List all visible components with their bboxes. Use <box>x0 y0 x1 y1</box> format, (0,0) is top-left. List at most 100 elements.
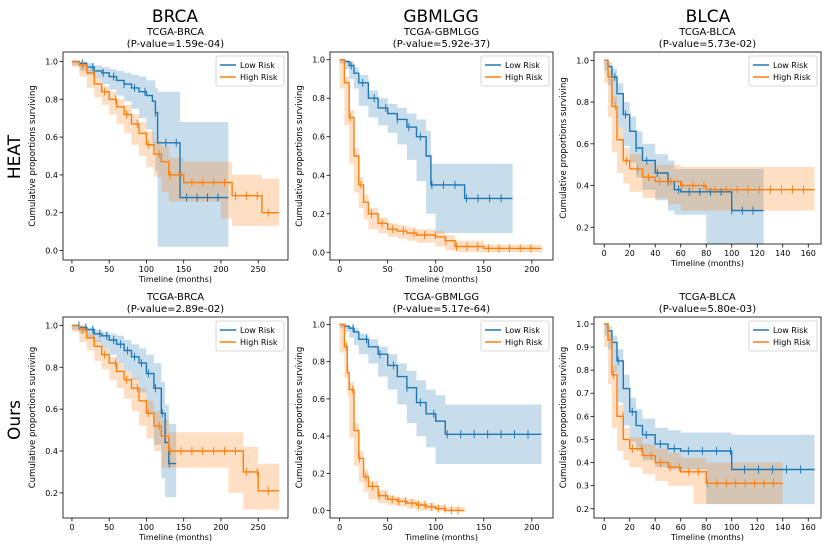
ci-band-low-risk <box>604 60 764 244</box>
y-tick-label: 0.0 <box>45 247 58 256</box>
panel-title: TCGA-BLCA <box>678 27 736 38</box>
x-tick-label: 200 <box>524 523 539 532</box>
plot-area <box>339 323 542 515</box>
panel-title: TCGA-BLCA <box>678 292 736 303</box>
survival-line-high-risk <box>604 59 815 191</box>
x-tick-label: 150 <box>476 523 491 532</box>
x-tick-label: 100 <box>724 249 739 258</box>
ci-band-high-risk <box>71 61 280 226</box>
y-axis-label: Cumulative proportions surviving <box>28 85 38 227</box>
legend-label-low-risk: Low Risk <box>773 61 808 70</box>
x-tick-label: 0 <box>337 265 342 274</box>
km-panel-heat-brca: TCGA-BRCA(P-value=1.59e-04) 0 50 100 150 200 2… <box>28 27 289 284</box>
y-tick-label: 0.5 <box>576 435 589 444</box>
x-tick-label: 0 <box>602 249 607 258</box>
legend-label-high-risk: High Risk <box>505 338 543 347</box>
column-title-brca: BRCA <box>152 7 198 27</box>
x-tick-label: 100 <box>428 523 443 532</box>
x-axis-label: Timeline (months) <box>404 533 478 542</box>
survival-line-low-risk <box>71 60 229 199</box>
x-tick-label: 150 <box>476 265 491 274</box>
x-tick-label: 140 <box>775 249 790 258</box>
y-axis-label: Cumulative proportions surviving <box>295 347 305 489</box>
y-tick-label: 0.4 <box>45 447 58 456</box>
legend-box <box>748 320 818 352</box>
y-axis-label: Cumulative proportions surviving <box>28 347 38 489</box>
y-tick-label: 0.8 <box>312 94 325 103</box>
legend-label-high-risk: High Risk <box>505 73 543 82</box>
x-tick-label: 0 <box>69 265 74 274</box>
x-axis-label: Timeline (months) <box>670 259 744 268</box>
x-tick-label: 50 <box>104 523 114 532</box>
x-tick-label: 200 <box>213 523 228 532</box>
y-tick-label: 0.4 <box>45 171 58 180</box>
panel-title: TCGA-BRCA <box>146 27 204 38</box>
plot-area <box>604 323 815 505</box>
axes-frame <box>593 316 822 519</box>
panel-subtitle: (P-value=5.17e-64) <box>393 304 490 315</box>
y-tick-label: 1.0 <box>312 56 325 65</box>
y-tick-label: 0.3 <box>576 482 589 491</box>
y-tick-label: 0.6 <box>576 140 589 149</box>
panel-subtitle: (P-value=2.89e-02) <box>127 304 224 315</box>
axes-frame <box>329 316 554 519</box>
plot-area <box>339 59 542 253</box>
legend-label-high-risk: High Risk <box>240 338 278 347</box>
legend: Low Risk High Risk <box>480 320 550 352</box>
legend: Low Risk High Risk <box>480 55 550 87</box>
legend-label-low-risk: Low Risk <box>773 326 808 335</box>
x-tick-label: 80 <box>701 523 711 532</box>
x-tick-label: 60 <box>676 523 686 532</box>
x-tick-label: 60 <box>676 249 686 258</box>
y-tick-label: 0.8 <box>312 358 325 367</box>
legend-box <box>215 320 285 352</box>
row-label-ours: Ours <box>5 400 25 440</box>
panel-title: TCGA-GBMLGG <box>403 27 479 38</box>
axes-frame <box>62 51 289 261</box>
ci-band-low-risk <box>339 324 542 464</box>
legend-label-high-risk: High Risk <box>240 73 278 82</box>
row-label-heat: HEAT <box>5 134 25 179</box>
column-title-gbmlgg: GBMLGG <box>403 7 478 27</box>
km-panel-heat-blca: TCGA-BLCA(P-value=5.73e-02) 0 20 40 60 80 100 1… <box>559 27 822 268</box>
legend-box <box>215 55 285 87</box>
x-tick-label: 100 <box>139 265 154 274</box>
x-tick-label: 120 <box>750 523 765 532</box>
x-tick-label: 100 <box>428 265 443 274</box>
legend-label-low-risk: Low Risk <box>505 61 540 70</box>
ci-band-high-risk <box>604 323 783 505</box>
y-tick-label: 1.0 <box>576 320 589 329</box>
ci-band-low-risk <box>71 61 229 247</box>
y-tick-label: 1.0 <box>312 320 325 329</box>
x-axis-label: Timeline (months) <box>138 275 212 284</box>
y-tick-label: 0.6 <box>576 412 589 421</box>
y-tick-label: 0.9 <box>576 343 589 352</box>
y-tick-label: 0.2 <box>576 505 589 514</box>
y-tick-label: 0.2 <box>312 469 325 478</box>
y-tick-label: 0.8 <box>45 95 58 104</box>
axes-frame <box>593 51 822 245</box>
x-tick-label: 40 <box>650 249 660 258</box>
survival-line-high-risk <box>71 60 280 214</box>
legend-label-high-risk: High Risk <box>773 73 811 82</box>
x-tick-label: 250 <box>251 523 266 532</box>
axes-frame <box>62 316 289 519</box>
x-tick-label: 160 <box>801 249 816 258</box>
y-axis-label: Cumulative proportions surviving <box>559 77 569 219</box>
km-panel-ours-blca: TCGA-BLCA(P-value=5.80e-03) 0 20 40 60 80 100 1… <box>559 292 822 542</box>
plot-area <box>604 59 815 244</box>
km-panel-heat-gbmlgg: TCGA-GBMLGG(P-value=5.92e-37) 0 50 100 150 20… <box>295 27 554 284</box>
survival-line-high-risk <box>71 324 280 492</box>
km-panels: TCGA-BRCA(P-value=1.59e-04)0 50 100 150 200 2… <box>28 27 822 542</box>
legend-box <box>748 55 818 87</box>
x-tick-label: 150 <box>176 523 191 532</box>
panel-subtitle: (P-value=5.80e-03) <box>659 304 756 315</box>
km-panel-ours-gbmlgg: TCGA-GBMLGG(P-value=5.17e-64) 0 50 100 150 20… <box>295 292 554 542</box>
x-tick-label: 200 <box>524 265 539 274</box>
x-tick-label: 120 <box>750 249 765 258</box>
y-tick-label: 0.2 <box>45 209 58 218</box>
legend-label-low-risk: Low Risk <box>240 326 275 335</box>
plot-area <box>71 59 280 247</box>
legend-label-low-risk: Low Risk <box>505 326 540 335</box>
